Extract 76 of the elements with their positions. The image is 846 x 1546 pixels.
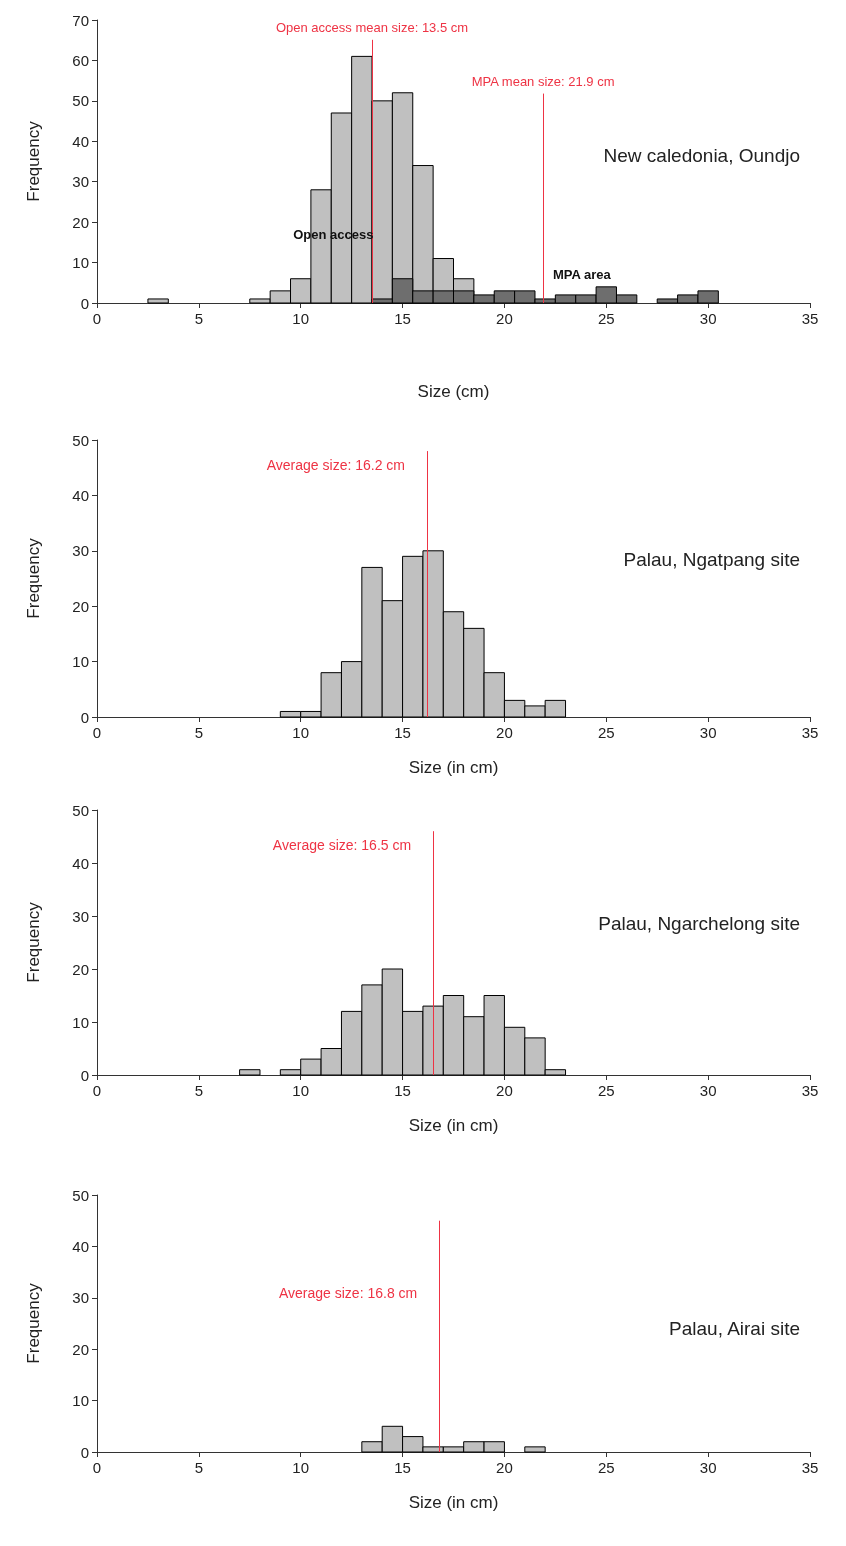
x-tick-label: 35 (801, 1082, 819, 1099)
x-tick-label: 5 (194, 1082, 204, 1099)
x-tick-label: 5 (194, 724, 204, 741)
y-tick-label: 40 (72, 854, 89, 872)
x-tick-label: 10 (292, 724, 310, 741)
y-tick-label: 30 (72, 907, 89, 925)
y-tick-label: 50 (72, 801, 89, 819)
x-tick-label: 35 (801, 1459, 819, 1476)
x-tick-label: 35 (801, 724, 819, 741)
x-tick-label: 20 (496, 1082, 513, 1099)
x-tick-label: 20 (496, 724, 513, 741)
x-tick-label: 30 (699, 724, 717, 741)
y-tick-label: 0 (80, 1443, 89, 1461)
x-tick-label: 30 (699, 1082, 717, 1099)
x-tick-label: 25 (597, 1459, 615, 1476)
x-tick-label: 0 (92, 1459, 102, 1476)
y-tick-label: 10 (72, 653, 89, 671)
x-tick-label: 30 (699, 1459, 717, 1476)
x-tick-label: 30 (699, 310, 717, 327)
x-tick-label: 35 (801, 310, 819, 327)
y-tick-label: 50 (72, 431, 89, 449)
x-tick-label: 15 (394, 310, 411, 327)
y-tick-label: 30 (72, 542, 89, 560)
x-tick-label: 20 (496, 310, 513, 327)
y-axis-title: Frequency (24, 537, 43, 619)
ref-line-label: MPA mean size: 21.9 cm (471, 73, 615, 89)
ref-line-label: Average size: 16.8 cm (278, 1284, 418, 1301)
annotation: Palau, Airai site (669, 1318, 800, 1340)
ref-line-label: Open access mean size: 13.5 cm (275, 19, 469, 35)
x-tick-label: 0 (92, 1082, 102, 1099)
y-tick-label: 30 (72, 1289, 89, 1307)
x-tick-label: 10 (292, 1082, 310, 1099)
x-axis-title: Size (in cm) (408, 758, 499, 777)
x-axis-title: Size (in cm) (408, 1116, 499, 1135)
x-tick-label: 0 (92, 724, 102, 741)
y-tick-label: 0 (80, 708, 89, 726)
y-tick-label: 40 (72, 132, 89, 150)
y-tick-label: 40 (72, 1237, 89, 1255)
y-tick-label: 30 (72, 173, 89, 191)
x-axis-title: Size (in cm) (408, 1493, 499, 1512)
x-tick-label: 25 (597, 724, 615, 741)
x-tick-label: 0 (92, 310, 102, 327)
y-axis-title: Frequency (24, 901, 43, 983)
x-tick-label: 15 (394, 1082, 411, 1099)
annotation: Palau, Ngatpang site (623, 548, 800, 570)
x-tick-label: 25 (597, 1082, 615, 1099)
y-tick-label: 20 (72, 960, 89, 978)
y-tick-label: 40 (72, 486, 89, 504)
ref-line-label: Average size: 16.5 cm (272, 837, 412, 854)
x-tick-label: 10 (292, 310, 310, 327)
x-tick-label: 20 (496, 1459, 513, 1476)
x-tick-label: 5 (194, 1459, 204, 1476)
x-tick-label: 15 (394, 1459, 411, 1476)
x-tick-label: 10 (292, 1459, 310, 1476)
y-tick-label: 0 (80, 1066, 89, 1084)
y-tick-label: 50 (72, 92, 89, 110)
y-axis-title: Frequency (24, 1282, 43, 1364)
y-tick-label: 10 (72, 1013, 89, 1031)
y-tick-label: 20 (72, 1340, 89, 1358)
x-tick-label: 25 (597, 310, 615, 327)
y-tick-label: 70 (72, 11, 89, 29)
y-tick-label: 20 (72, 213, 89, 231)
annotation: Palau, Ngarchelong site (598, 913, 800, 935)
y-tick-label: 10 (72, 254, 89, 272)
y-tick-label: 0 (80, 294, 89, 312)
y-axis-title: Frequency (24, 120, 43, 202)
annotation: New caledonia, Oundjo (603, 145, 800, 167)
x-axis-title: Size (cm) (417, 382, 490, 401)
x-tick-label: 5 (194, 310, 204, 327)
y-tick-label: 10 (72, 1392, 89, 1410)
y-tick-label: 20 (72, 597, 89, 615)
y-tick-label: 60 (72, 51, 89, 69)
y-tick-label: 50 (72, 1186, 89, 1204)
ref-line-label: Average size: 16.2 cm (266, 457, 406, 474)
series-label: MPA area (552, 267, 612, 283)
x-tick-label: 15 (394, 724, 411, 741)
